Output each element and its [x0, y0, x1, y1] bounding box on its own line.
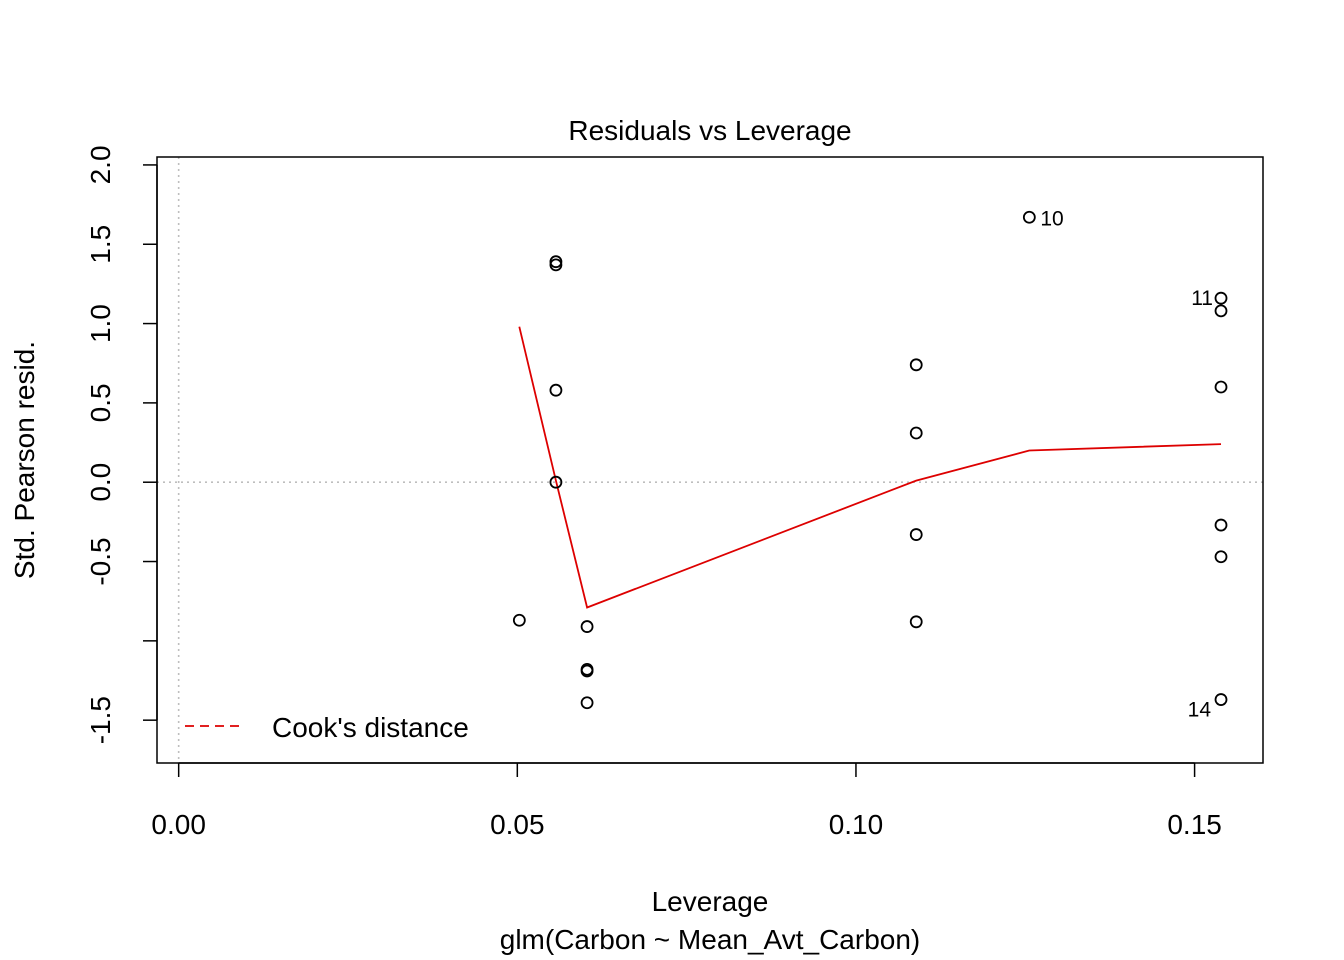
data-point [1214, 304, 1228, 318]
x-tick-label: 0.10 [829, 809, 884, 840]
reference-lines [157, 157, 1263, 763]
point-label: 11 [1191, 287, 1213, 310]
point-labels: 10 11 14 [1040, 207, 1213, 721]
x-tick-label: 0.15 [1167, 809, 1222, 840]
data-point [580, 664, 594, 678]
y-axis: -1.5 -0.5 0.0 0.5 1.0 1.5 2.0 [85, 145, 158, 744]
data-point [580, 696, 594, 710]
plot-frame [156, 156, 1264, 764]
data-point [1214, 550, 1228, 564]
y-tick-label: 1.5 [85, 225, 116, 264]
chart-title: Residuals vs Leverage [568, 115, 851, 146]
x-axis-title: Leverage [652, 886, 769, 917]
y-axis-title: Std. Pearson resid. [9, 341, 40, 579]
data-point [1214, 291, 1228, 305]
data-point [909, 615, 923, 629]
data-point [512, 613, 526, 627]
point-label: 14 [1188, 699, 1212, 722]
model-formula-subtitle: glm(Carbon ~ Mean_Avt_Carbon) [500, 924, 920, 955]
data-point [1214, 380, 1228, 394]
data-point [549, 258, 563, 272]
y-tick-label: -1.5 [85, 696, 116, 744]
data-point [549, 475, 563, 489]
data-point [909, 528, 923, 541]
legend: Cook's distance [185, 712, 469, 743]
y-tick-label: -0.5 [85, 537, 116, 585]
y-tick-label: 1.0 [85, 304, 116, 343]
x-tick-label: 0.00 [151, 809, 206, 840]
data-point [1214, 693, 1228, 706]
y-tick-label: 0.5 [85, 383, 116, 422]
x-tick-label: 0.05 [490, 809, 545, 840]
data-point [549, 383, 563, 397]
data-point [580, 620, 594, 633]
data-point [909, 358, 923, 372]
point-label: 10 [1040, 207, 1063, 230]
y-tick-label: 2.0 [85, 145, 116, 184]
data-points [512, 210, 1228, 710]
legend-label: Cook's distance [272, 712, 469, 743]
data-point [909, 426, 923, 440]
y-tick-label: 0.0 [85, 463, 116, 502]
data-point [1022, 210, 1036, 224]
cooks-distance-smoother-line [518, 326, 1222, 609]
data-point [1214, 518, 1228, 532]
x-axis: 0.00 0.05 0.10 0.15 [151, 762, 1222, 840]
